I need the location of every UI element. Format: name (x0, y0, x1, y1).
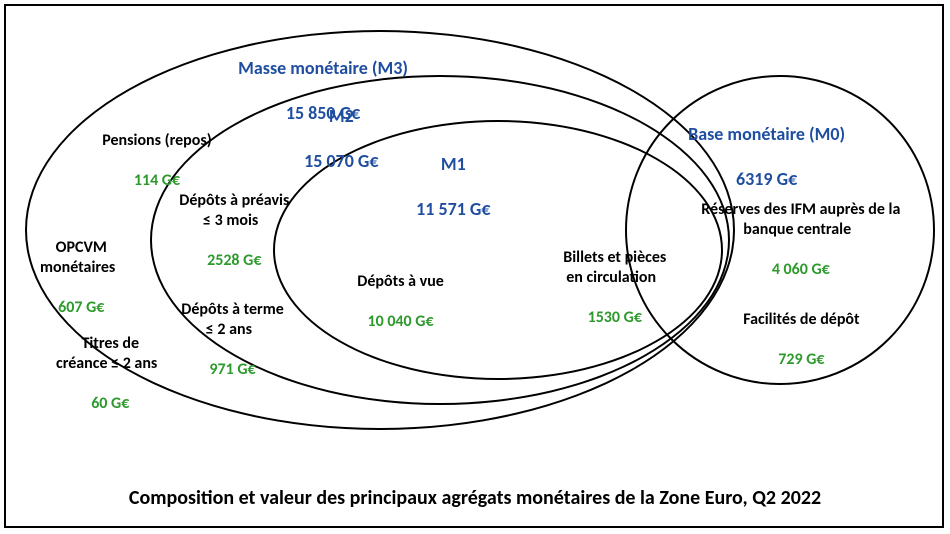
item-facilites: Facilités de dépôt 729 G€ (736, 290, 860, 370)
titres-value: 60 G€ (91, 394, 129, 413)
facilites-label: Facilités de dépôt (743, 310, 859, 329)
terme-label: Dépôts à terme ≤ 2 ans (181, 300, 284, 339)
m1-title: M1 11 571 G€ (408, 130, 491, 220)
item-terme: Dépôts à terme ≤ 2 ans 971 G€ (174, 280, 284, 380)
reserves-value: 4 060 G€ (772, 260, 830, 279)
billets-label: Billets et pièces en circulation (563, 248, 666, 287)
item-reserves: Réserves des IFM auprès de la banque cen… (694, 180, 900, 280)
m2-value: 15 070 G€ (304, 150, 378, 172)
m1-value: 11 571 G€ (416, 198, 490, 220)
m0-title-text: Base monétaire (M0) (688, 123, 845, 145)
m1-title-text: M1 (441, 153, 466, 175)
reserves-label: Réserves des IFM auprès de la banque cen… (701, 200, 900, 239)
item-opcvm: OPCVM monétaires 607 G€ (40, 218, 115, 318)
opcvm-label: OPCVM monétaires (40, 238, 115, 277)
titres-label: Titres de créance ≤ 2 ans (56, 334, 157, 373)
m2-title: M2 15 070 G€ (296, 82, 379, 172)
m2-title-text: M2 (329, 105, 354, 127)
preavis-label: Dépôts à préavis ≤ 3 mois (179, 191, 289, 230)
preavis-value: 2528 G€ (207, 251, 261, 270)
item-vue: Dépôts à vue 10 040 G€ (350, 252, 444, 332)
facilites-value: 729 G€ (778, 350, 824, 369)
item-preavis: Dépôts à préavis ≤ 3 mois 2528 G€ (172, 171, 289, 271)
vue-label: Dépôts à vue (357, 272, 444, 291)
pensions-label: Pensions (repos) (102, 131, 212, 150)
terme-value: 971 G€ (209, 360, 255, 379)
m0-title: Base monétaire (M0) 6319 G€ (680, 100, 845, 190)
item-billets: Billets et pièces en circulation 1530 G€ (556, 228, 666, 328)
item-titres: Titres de créance ≤ 2 ans 60 G€ (56, 314, 157, 414)
vue-value: 10 040 G€ (367, 312, 433, 331)
m3-title-text: Masse monétaire (M3) (238, 57, 408, 79)
caption: Composition et valeur des principaux agr… (0, 486, 950, 510)
billets-value: 1530 G€ (588, 308, 642, 327)
